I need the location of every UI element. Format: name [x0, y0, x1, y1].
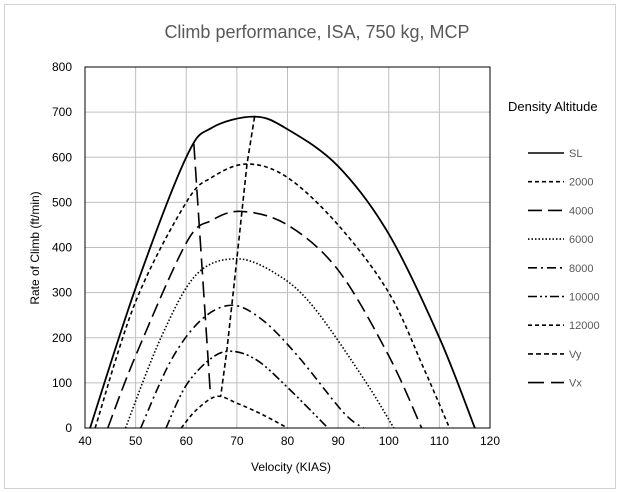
legend: Density Altitude SL 2000 4000 6000 8000 10000…	[508, 99, 600, 390]
x-tick-label: 70	[230, 434, 244, 448]
y-tick-label: 800	[52, 60, 72, 74]
y-axis-label: Rate of Climb (ft/min)	[28, 191, 42, 304]
x-tick-label: 110	[430, 434, 449, 448]
grid	[84, 66, 491, 429]
x-tick-label: 120	[480, 434, 500, 448]
series-line-sl	[89, 115, 476, 429]
series-line-vy	[219, 116, 256, 397]
legend-label-6000: 6000	[569, 234, 593, 246]
x-tick-label: 40	[78, 434, 92, 448]
tick-labels: 40 50 60 70 80 90 100 110 120 0 100 200 300 400 500 600…	[52, 60, 500, 448]
x-tick-label: 90	[331, 434, 345, 448]
series-line-2000	[94, 163, 451, 429]
x-tick-label: 80	[281, 434, 295, 448]
x-axis-label: Velocity (KIAS)	[251, 460, 331, 474]
series-line-4000	[107, 210, 423, 429]
axes	[84, 66, 491, 429]
plot-area-border	[84, 66, 491, 429]
y-tick-label: 700	[52, 105, 72, 119]
y-tick-label: 0	[65, 421, 72, 435]
series-line-10000	[165, 350, 329, 429]
legend-label-12000: 12000	[569, 320, 600, 332]
chart-title: Climb performance, ISA, 750 kg, MCP	[164, 22, 469, 42]
legend-label-vy: Vy	[569, 349, 582, 361]
y-tick-label: 200	[52, 331, 72, 345]
x-tick-label: 50	[129, 434, 143, 448]
series-line-12000	[180, 395, 288, 429]
legend-title: Density Altitude	[508, 99, 598, 114]
legend-label-10000: 10000	[569, 292, 600, 304]
legend-label-2000: 2000	[569, 177, 593, 189]
series-line-6000	[124, 257, 395, 429]
y-tick-label: 500	[52, 195, 72, 209]
series-line-8000	[139, 304, 364, 429]
y-tick-label: 600	[52, 150, 72, 164]
y-tick-label: 100	[52, 376, 72, 390]
series-line-vx	[193, 143, 212, 397]
chart-frame	[4, 4, 616, 489]
x-tick-label: 60	[180, 434, 194, 448]
legend-label-vx: Vx	[569, 378, 582, 390]
curves	[89, 115, 476, 429]
legend-label-4000: 4000	[569, 205, 593, 217]
y-tick-label: 300	[52, 286, 72, 300]
y-tick-label: 400	[52, 241, 72, 255]
legend-label-8000: 8000	[569, 263, 593, 275]
legend-label-sl: SL	[569, 148, 582, 160]
x-tick-label: 100	[379, 434, 399, 448]
